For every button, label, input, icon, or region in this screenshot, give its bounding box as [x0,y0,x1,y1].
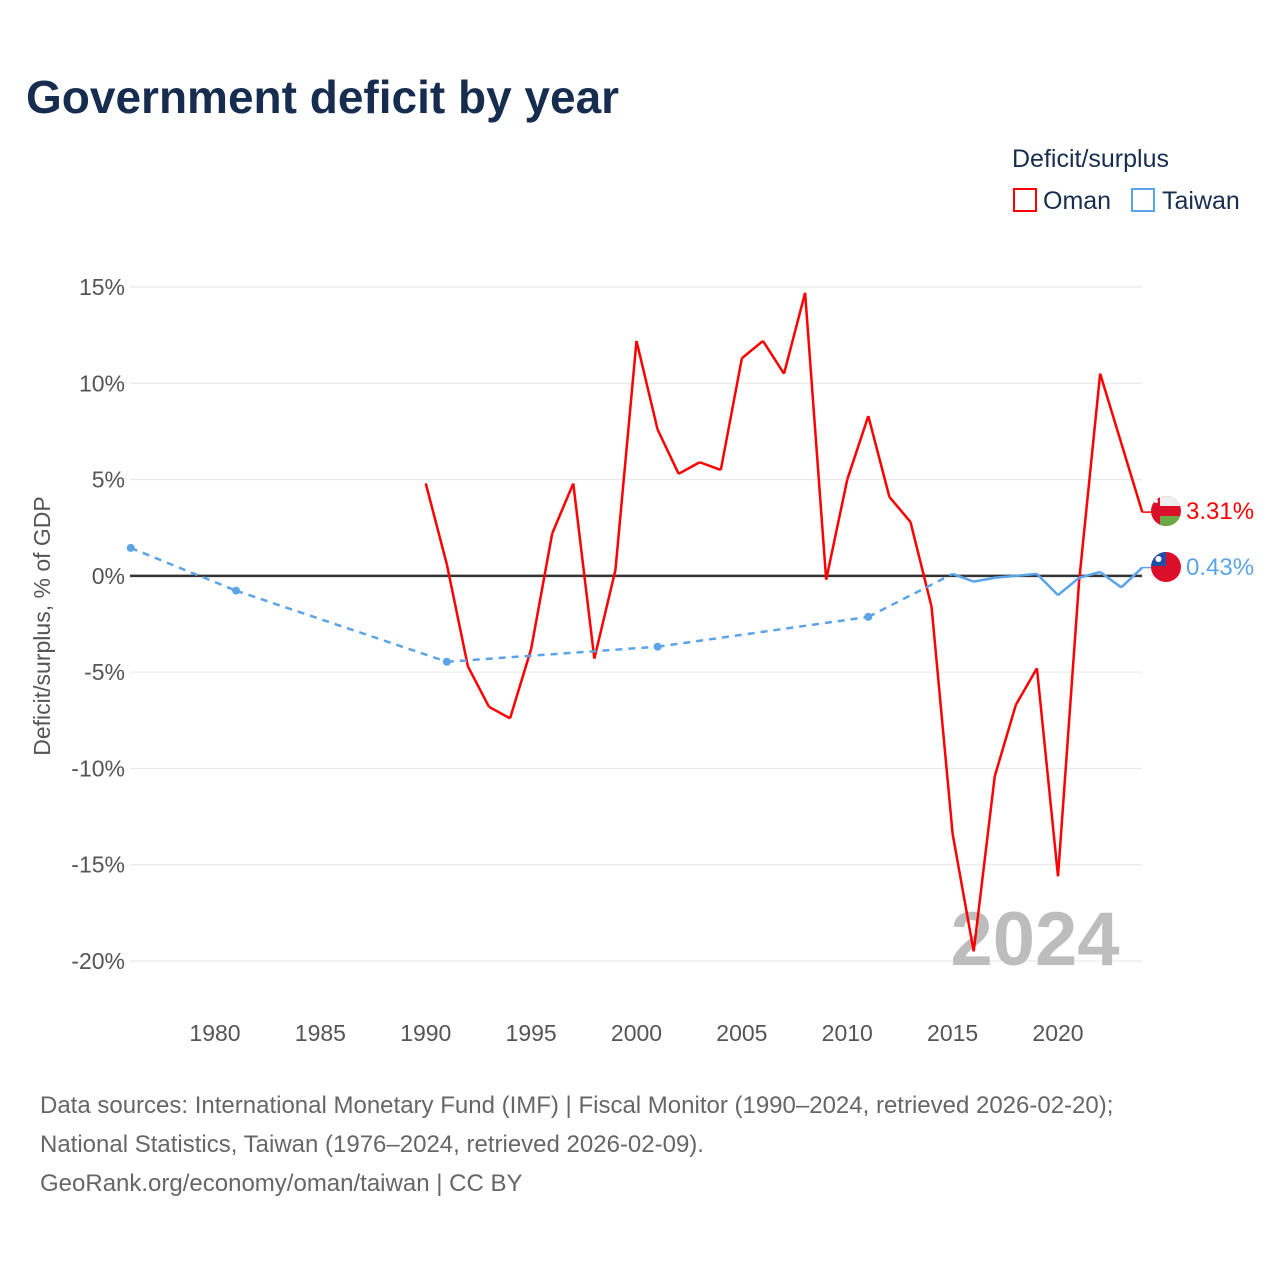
oman-line-segment [909,521,933,607]
taiwan-line-segment [973,576,995,583]
legend-swatch-taiwan [1131,188,1155,212]
oman-line-segment [699,461,722,472]
legend-label-oman[interactable]: Oman [1043,187,1111,215]
taiwan-line-segment [1057,576,1080,597]
oman-line-segment [529,533,554,650]
oman-line-segment [445,564,470,667]
oman-line-segment [824,479,849,580]
x-tick-label: 1990 [400,1020,451,1046]
oman-line-segment [508,648,533,719]
oman-line-segment [1056,581,1081,877]
chart-title: Government deficit by year [26,71,619,123]
oman-line-segment [867,415,891,498]
taiwan-line-segment [657,615,869,648]
y-tick-label: -15% [71,852,125,878]
taiwan-data-point [653,642,662,651]
x-tick-label: 1985 [295,1020,346,1046]
footer-sources-1: Data sources: International Monetary Fun… [40,1092,1113,1119]
y-axis-label: Deficit/surplus, % of GDP [29,496,55,755]
taiwan-line-segment [1036,573,1059,596]
taiwan-line-segment [867,572,954,618]
oman-flag-icon [1151,496,1181,526]
x-tick-label: 1980 [189,1020,240,1046]
oman-line-segment [741,339,764,360]
footer-sources-2: National Statistics, Taiwan (1976–2024, … [40,1131,704,1158]
oman-line-segment [782,292,807,374]
oman-line-segment [1077,373,1102,582]
y-tick-label: 15% [79,274,125,300]
taiwan-end-label: 0.43% [1186,554,1254,581]
taiwan-line-segment [1015,572,1038,578]
y-tick-label: -5% [84,659,125,685]
oman-line-segment [678,461,701,475]
taiwan-line-segment [994,574,1016,580]
oman-line-segment [635,340,659,430]
oman-line-segment [761,340,786,375]
y-tick-label: 5% [92,467,125,493]
oman-line-segment [488,705,511,720]
oman-line-segment [1098,373,1123,444]
x-tick-label: 2005 [716,1020,767,1046]
oman-line-segment [972,775,997,952]
y-tick-label: -20% [71,948,125,974]
x-tick-label: 2020 [1032,1020,1083,1046]
legend-title: Deficit/surplus [1012,145,1169,173]
oman-line-segment [1120,442,1144,513]
oman-line-segment [993,704,1018,777]
oman-line-segment [614,340,638,571]
y-tick-label: 0% [92,563,125,589]
taiwan-line-segment [1120,566,1144,589]
oman-line-segment [846,415,870,480]
taiwan-data-point [864,612,873,621]
oman-line-segment [930,606,954,835]
legend-label-taiwan[interactable]: Taiwan [1162,187,1240,215]
oman-line-segment [951,833,975,952]
x-tick-label: 1995 [506,1020,557,1046]
taiwan-data-point [442,657,451,666]
footer-link[interactable]: GeoRank.org/economy/oman/taiwan | CC BY [40,1170,522,1197]
legend-swatch-oman [1013,188,1037,212]
oman-line-segment [593,569,617,659]
taiwan-line-segment [130,546,237,592]
oman-line-segment [888,496,912,523]
taiwan-line-segment [1078,570,1101,579]
taiwan-line-segment [235,589,448,663]
oman-line-segment [719,358,744,471]
taiwan-data-point [232,586,241,595]
x-tick-label: 2010 [822,1020,873,1046]
oman-line-segment [572,483,596,659]
oman-line-segment [466,665,491,708]
oman-line-segment [1035,668,1060,877]
oman-end-label: 3.31% [1186,498,1254,525]
x-tick-label: 2000 [611,1020,662,1046]
oman-line-segment [1014,667,1039,706]
taiwan-line-segment [952,572,975,583]
oman-line-segment [656,428,680,475]
taiwan-line-segment [1099,570,1122,589]
y-tick-label: 10% [79,370,125,396]
taiwan-line-segment [446,645,658,663]
taiwan-data-point [126,543,135,552]
x-tick-label: 2015 [927,1020,978,1046]
oman-line-segment [803,292,828,580]
taiwan-flag-icon [1151,552,1181,582]
oman-line-segment [424,483,449,565]
oman-line-segment [551,482,575,534]
y-tick-label: -10% [71,755,125,781]
